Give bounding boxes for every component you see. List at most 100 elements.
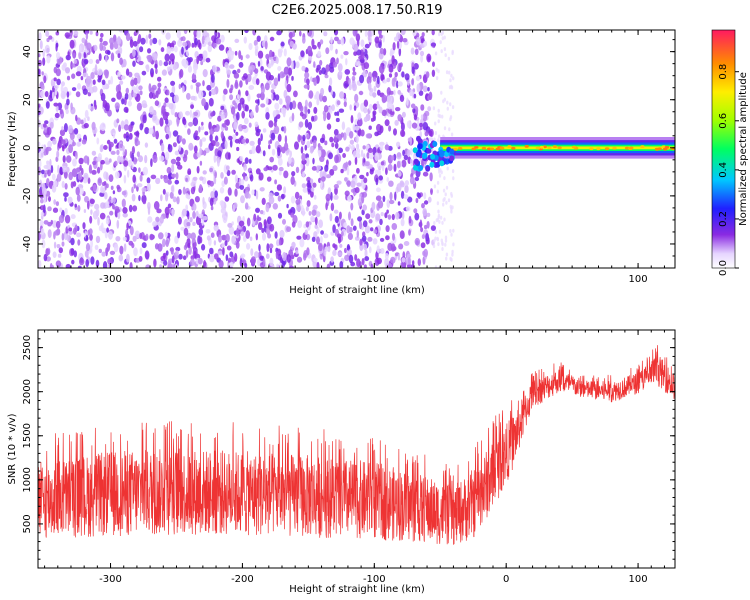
spectrogram-cell [422, 171, 429, 177]
spectrogram-cell [329, 77, 333, 86]
spectrogram-cell [421, 234, 425, 240]
spectrogram-cell [397, 201, 401, 206]
spectrogram-cell [103, 69, 109, 76]
spectrogram-cell [314, 224, 318, 229]
spectrogram-cell [61, 233, 65, 241]
spectrogram-cell [98, 248, 103, 254]
spectrogram-cell [274, 191, 280, 197]
spectrogram-cell [376, 187, 381, 193]
spectrogram-cell [419, 219, 423, 229]
spectrogram-cell [343, 222, 348, 229]
spectrogram-cell [319, 137, 325, 144]
spectrogram-cell [343, 162, 347, 169]
spectrogram-cell [278, 166, 284, 172]
spectrogram-cell [399, 230, 405, 240]
spectrogram-cell [44, 91, 49, 98]
spectrogram-cell [289, 40, 294, 48]
spectrogram-cell [347, 195, 352, 202]
spectrogram-cell [128, 92, 133, 101]
spectrogram-cell [326, 263, 331, 268]
spectrogram-cell [378, 175, 383, 181]
spectrogram-cell [65, 108, 69, 115]
spectrogram-cell [350, 218, 354, 227]
spectrogram-cell [397, 253, 401, 261]
spectrogram-cell [286, 226, 292, 233]
spectrogram-cell [127, 100, 132, 107]
spectrogram-cell [380, 212, 384, 217]
spectrogram-cell [40, 211, 44, 217]
spectrogram-cell [209, 255, 215, 263]
spectrogram-cell [77, 239, 81, 246]
spectrogram-cell [352, 30, 358, 37]
spectrogram-cell [427, 87, 430, 92]
spectrogram-cell [110, 150, 116, 155]
spectrogram-cell [187, 65, 193, 73]
spectrogram-cell [41, 239, 46, 249]
spectrogram-cell [283, 125, 287, 134]
spectrogram-cell [116, 36, 122, 45]
spectrogram-cell [364, 248, 368, 258]
spectrogram-cell [350, 180, 356, 188]
spectrogram-cell [99, 144, 103, 153]
spectrogram-cell [124, 92, 129, 100]
spectrogram-cell [306, 247, 310, 256]
spectrogram-cell [261, 227, 265, 233]
spectrogram-cell [276, 113, 281, 119]
spectrogram-cell [103, 145, 108, 150]
spectrogram-cell [290, 212, 295, 218]
spectrogram-cell [100, 92, 106, 102]
spectrogram-cell [274, 179, 277, 185]
spectrogram-cell [274, 231, 278, 239]
spectrogram-cell [326, 112, 331, 120]
spectrogram-cell [148, 127, 154, 135]
spectrogram-cell [42, 57, 46, 66]
spectrogram-cell [307, 45, 313, 55]
spectrogram-cell [403, 194, 409, 200]
spectrogram-cell [175, 246, 181, 252]
spectrogram-cell [250, 256, 256, 265]
spectrogram-cell [82, 222, 86, 230]
spectrogram-cell [95, 235, 101, 244]
spectrogram-cell [164, 231, 168, 238]
spectrogram-cell [288, 265, 294, 268]
spectrogram-cell [386, 77, 391, 83]
spectrogram-cell [108, 174, 114, 183]
spectrogram-cell [54, 112, 60, 118]
spectrogram-cell [171, 163, 175, 173]
spectrogram-cell [393, 89, 396, 96]
spectrogram-cell [372, 110, 377, 116]
spectrogram-cell [366, 172, 369, 177]
spectrogram-cell [343, 132, 347, 141]
spectrogram-cell [94, 203, 100, 210]
spectrogram-cell [271, 148, 276, 156]
spectrogram-cell [285, 95, 291, 104]
spectrogram-cell [136, 183, 143, 188]
spectrogram-signal-peak [589, 147, 594, 151]
spectrogram-cell [121, 98, 125, 105]
spectrogram-cell [229, 64, 235, 69]
spectrogram-cell [71, 141, 76, 147]
spectrogram-cell [359, 174, 365, 180]
spectrogram-signal-peak [500, 146, 505, 150]
spectrogram-cell [197, 257, 203, 265]
x-tick-label: 100 [629, 274, 648, 285]
spectrogram-cell [243, 163, 248, 171]
spectrogram-cell [228, 51, 234, 61]
spectrogram-cell [362, 220, 368, 228]
spectrogram-cell [255, 233, 258, 241]
spectrogram-cell [164, 53, 170, 62]
spectrogram-cell [388, 73, 393, 78]
spectrogram-cell [318, 219, 323, 228]
spectrogram-cell [213, 176, 217, 185]
spectrogram-cell [428, 196, 432, 203]
spectrogram-cell [417, 192, 422, 199]
snr-background [38, 330, 675, 568]
spectrogram-cell [351, 75, 356, 81]
spectrogram-cell [163, 175, 169, 184]
spectrogram-cell [91, 150, 97, 156]
spectrogram-cell [125, 108, 129, 113]
spectrogram-cell [202, 150, 207, 156]
spectrogram-cell [250, 111, 254, 119]
spectrogram-cell [399, 94, 405, 102]
spectrogram-cell [264, 35, 268, 43]
